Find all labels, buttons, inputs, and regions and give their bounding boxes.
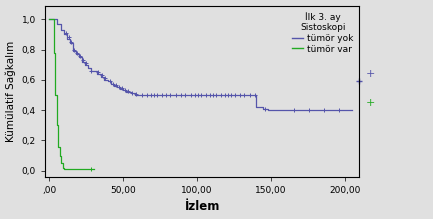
- X-axis label: İzlem: İzlem: [184, 200, 220, 214]
- Text: +: +: [366, 69, 375, 79]
- Legend: tümör yok, tümör var: tümör yok, tümör var: [291, 10, 355, 56]
- Y-axis label: Kümülatif Sağkalım: Kümülatif Sağkalım: [6, 41, 16, 142]
- Text: +: +: [366, 98, 375, 108]
